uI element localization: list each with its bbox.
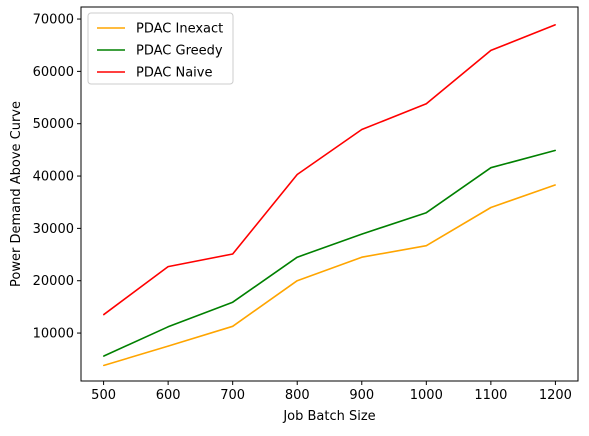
data-point <box>425 103 427 105</box>
x-tick-label: 600 <box>156 388 181 403</box>
data-point <box>361 256 363 258</box>
data-point <box>296 173 298 176</box>
data-point <box>425 245 427 247</box>
series-layer <box>102 24 557 367</box>
legend-label: PDAC Naive <box>136 66 213 81</box>
legend-box <box>87 12 234 85</box>
x-axis-label: Job Batch Size <box>282 409 375 424</box>
data-point <box>232 253 234 255</box>
data-point <box>554 184 557 186</box>
legend-label: PDAC Inexact <box>136 22 223 37</box>
x-axis: 500 600 700 800 900 1000 1100 1200 <box>91 381 572 403</box>
data-point <box>296 256 298 258</box>
data-point <box>361 233 363 235</box>
plot-frame <box>80 6 579 382</box>
y-axis: 10000 20000 30000 40000 50000 60000 70000 <box>33 13 81 342</box>
x-tick-label: 700 <box>220 388 245 403</box>
x-tick-label: 500 <box>91 388 116 403</box>
data-point <box>490 167 492 169</box>
series-line-2 <box>103 24 556 316</box>
data-point <box>167 345 169 347</box>
data-point <box>102 364 105 367</box>
legend-label: PDAC Greedy <box>136 44 223 59</box>
data-point <box>167 326 169 328</box>
data-point <box>554 149 557 152</box>
y-axis-label: Power Demand Above Curve <box>9 101 24 287</box>
data-point <box>102 355 105 357</box>
x-tick-label: 1100 <box>474 388 507 403</box>
data-point <box>232 325 234 327</box>
legend: PDAC Inexact PDAC Greedy PDAC Naive <box>87 12 234 85</box>
data-point <box>490 49 492 52</box>
x-tick-label: 900 <box>349 388 374 403</box>
y-tick-label: 40000 <box>33 170 74 185</box>
y-tick-label: 10000 <box>33 327 74 342</box>
y-tick-label: 50000 <box>33 117 74 132</box>
data-point <box>490 206 492 209</box>
y-tick-label: 30000 <box>33 222 74 237</box>
x-tick-label: 1000 <box>410 388 443 403</box>
series-line-1 <box>103 149 556 357</box>
y-tick-label: 20000 <box>33 274 74 289</box>
y-tick-label: 60000 <box>33 65 74 80</box>
y-tick-label: 70000 <box>33 13 74 28</box>
data-point <box>296 280 298 282</box>
data-point <box>102 314 105 316</box>
data-point <box>232 301 234 303</box>
data-point <box>361 128 363 131</box>
data-point <box>554 24 557 26</box>
data-point <box>425 212 427 214</box>
data-point <box>167 265 169 268</box>
series-line-0 <box>103 184 556 367</box>
x-tick-label: 800 <box>285 388 310 403</box>
x-tick-label: 1200 <box>539 388 572 403</box>
